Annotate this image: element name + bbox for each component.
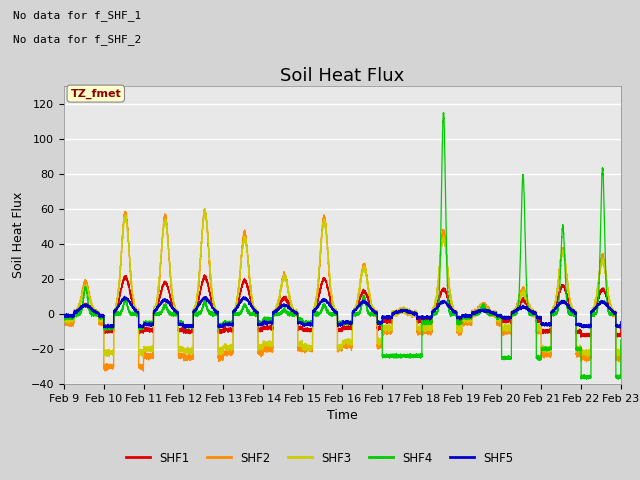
X-axis label: Time: Time: [327, 409, 358, 422]
Y-axis label: Soil Heat Flux: Soil Heat Flux: [12, 192, 25, 278]
Text: No data for f_SHF_1: No data for f_SHF_1: [13, 10, 141, 21]
Title: Soil Heat Flux: Soil Heat Flux: [280, 67, 404, 85]
Text: TZ_fmet: TZ_fmet: [70, 88, 121, 99]
Text: No data for f_SHF_2: No data for f_SHF_2: [13, 34, 141, 45]
Legend: SHF1, SHF2, SHF3, SHF4, SHF5: SHF1, SHF2, SHF3, SHF4, SHF5: [122, 447, 518, 469]
